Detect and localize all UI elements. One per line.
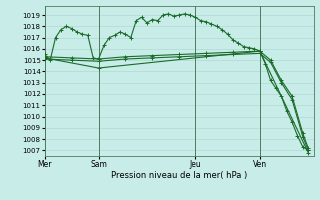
X-axis label: Pression niveau de la mer( hPa ): Pression niveau de la mer( hPa ) (111, 171, 247, 180)
